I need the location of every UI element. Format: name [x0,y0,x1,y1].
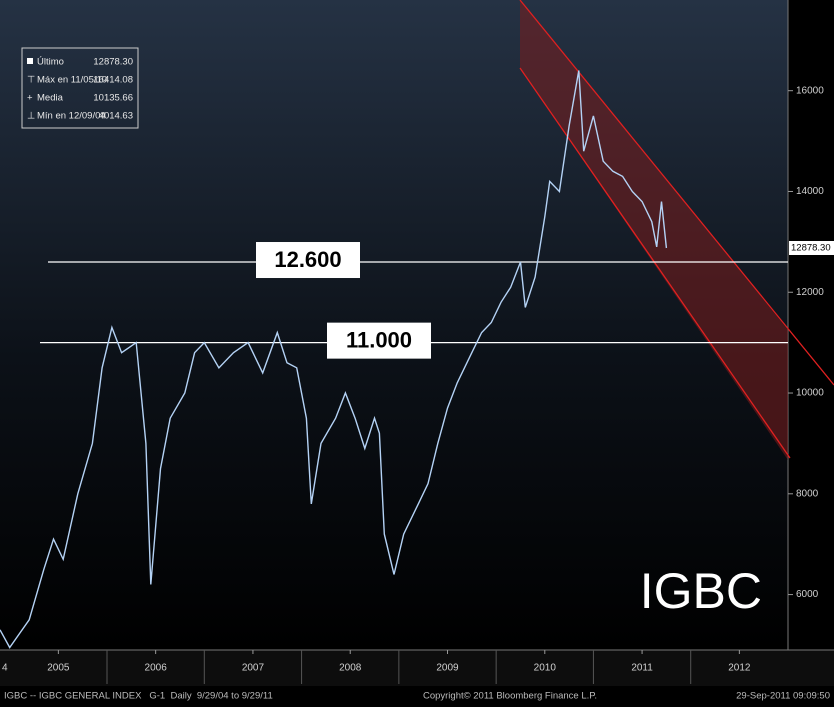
x-tick-label: 2009 [436,663,459,674]
y-tick-label: 8000 [796,488,819,499]
x-tick-label: 2010 [534,663,557,674]
legend-label: Media [37,93,64,104]
legend-label: Máx en 11/05/10 [37,75,107,86]
y-tick-label: 16000 [796,85,824,96]
price-line [0,70,668,649]
legend-icon: + [27,93,33,104]
legend-value: 12878.30 [93,57,133,68]
axis-background [788,0,834,650]
footer-center: Copyright© 2011 Bloomberg Finance L.P. [423,691,597,702]
legend-value: 4014.63 [99,111,133,122]
legend-label: Mín en 12/09/04 [37,111,106,122]
last-price-tag [789,240,834,255]
y-tick-label: 12000 [796,287,824,298]
level-label-box [327,322,431,359]
channel-lower [519,67,791,459]
legend-box [21,47,139,129]
x-tick-label: 2008 [339,663,362,674]
legend-icon [27,58,33,64]
legend-label: Último [37,57,64,68]
x-tick-label: 2012 [728,663,751,674]
legend-value: 10135.66 [93,93,133,104]
legend: Último 12878.30 ⊤ Máx en 11/05/10 16414.… [21,47,139,129]
level-label: 12.600 [274,247,341,272]
y-tick-label: 14000 [796,186,824,197]
last-price-label: 12878.30 [791,243,831,254]
x-tick-label: 2007 [242,663,265,674]
footer-left: IGBC -- IGBC GENERAL INDEX G-1 Daily 9/2… [4,691,273,702]
legend-icon: ⊤ [27,75,35,86]
x-edge-label: 4 [2,663,8,674]
level-label: 11.000 [346,327,412,352]
footer-right: 29-Sep-2011 09:09:50 [736,691,830,702]
x-tick-label: 2011 [631,663,653,674]
legend-icon: ⊥ [27,111,35,122]
annotation: IGBC [640,563,762,619]
x-tick-label: 2005 [47,663,70,674]
y-tick-label: 6000 [796,589,819,600]
legend-value: 16414.08 [93,75,133,86]
y-tick-label: 10000 [796,388,824,399]
x-axis-background [0,650,834,686]
channel-upper [519,0,834,386]
level-label-box [256,242,360,279]
x-tick-label: 2006 [145,663,168,674]
